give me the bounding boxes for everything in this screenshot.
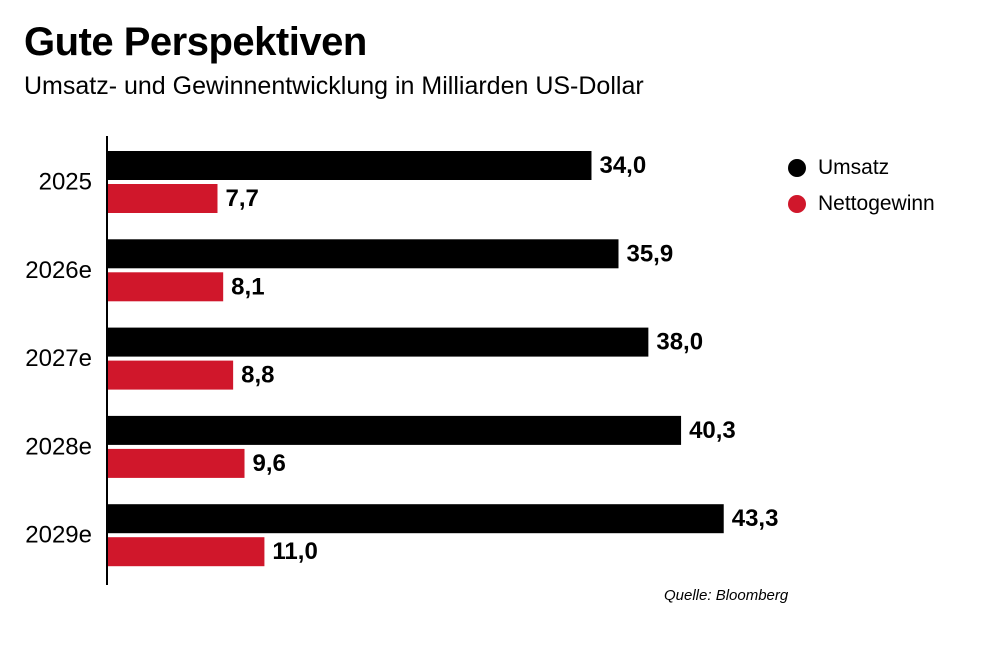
value-label-nettogewinn-2027e: 8,8 [241, 362, 274, 389]
bars [108, 151, 724, 567]
value-label-umsatz-2029e: 43,3 [732, 505, 779, 532]
category-label-2027e: 2027e [25, 345, 92, 372]
legend: Umsatz Nettogewinn [788, 156, 935, 228]
legend-label-umsatz: Umsatz [818, 156, 890, 179]
value-label-umsatz-2026e: 35,9 [626, 240, 673, 267]
bar-nettogewinn-2025 [108, 184, 218, 213]
category-label-2029e: 2029e [25, 522, 92, 549]
bar-umsatz-2029e [108, 504, 724, 534]
chart-subtitle: Umsatz- und Gewinnentwicklung in Milliar… [24, 72, 644, 100]
bar-umsatz-2025 [108, 151, 592, 180]
value-label-nettogewinn-2029e: 11,0 [272, 538, 317, 565]
value-label-umsatz-2028e: 40,3 [689, 417, 736, 444]
value-labels: 34,0 7,7 35,9 8,1 38,0 8,8 40,3 9,6 43,3 11,0 [225, 152, 778, 565]
category-label-2028e: 2028e [25, 433, 92, 460]
value-label-umsatz-2025: 34,0 [599, 152, 646, 179]
legend-dot-umsatz [788, 159, 806, 177]
legend-label-nettogewinn: Nettogewinn [818, 192, 935, 215]
source-note: Quelle: Bloomberg [664, 587, 789, 604]
chart-title: Gute Perspektiven [24, 20, 367, 64]
category-label-2025: 2025 [39, 169, 92, 196]
value-label-nettogewinn-2028e: 9,6 [253, 450, 286, 477]
bar-nettogewinn-2026e [108, 272, 224, 302]
category-labels: 2025 2026e 2027e 2028e 2029e [25, 169, 92, 549]
bar-nettogewinn-2028e [108, 448, 245, 478]
bar-nettogewinn-2027e [108, 360, 234, 390]
legend-item-nettogewinn: Nettogewinn [788, 192, 935, 216]
legend-dot-nettogewinn [788, 195, 806, 213]
category-label-2026e: 2026e [25, 257, 92, 284]
value-label-nettogewinn-2026e: 8,1 [231, 273, 264, 300]
bar-nettogewinn-2029e [108, 537, 265, 567]
bar-umsatz-2026e [108, 239, 619, 269]
value-label-umsatz-2027e: 38,0 [656, 329, 703, 356]
legend-item-umsatz: Umsatz [788, 156, 935, 180]
bar-umsatz-2027e [108, 327, 649, 357]
value-label-nettogewinn-2025: 7,7 [225, 185, 258, 212]
bar-umsatz-2028e [108, 415, 682, 445]
